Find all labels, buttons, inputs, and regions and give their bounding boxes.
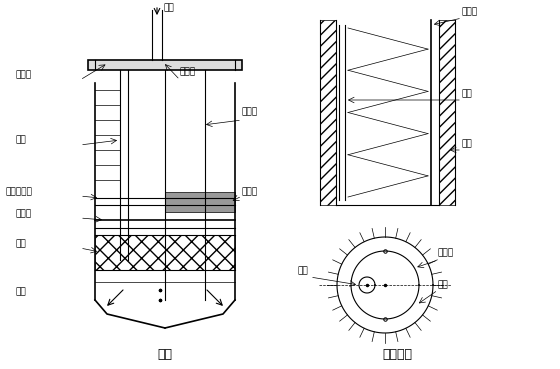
- Text: 传力管: 传力管: [242, 107, 258, 117]
- Text: 注浆管: 注浆管: [180, 68, 196, 76]
- Text: 钢筋笼: 钢筋笼: [438, 248, 454, 258]
- Text: 浆液: 浆液: [15, 287, 26, 297]
- Text: 铅丝防滑环: 铅丝防滑环: [5, 187, 32, 197]
- Bar: [165, 235, 235, 270]
- Bar: [95, 235, 165, 270]
- Text: 反力帽: 反力帽: [15, 70, 31, 79]
- Text: 花管: 花管: [297, 266, 308, 276]
- Bar: [88, 60, 242, 70]
- Text: 装置: 装置: [157, 348, 172, 362]
- Text: 孔眼: 孔眼: [15, 239, 26, 248]
- Text: 止浆塞: 止浆塞: [15, 210, 31, 218]
- Text: 花管: 花管: [462, 90, 473, 99]
- Text: 孔壁: 孔壁: [438, 280, 449, 290]
- Text: 孔内布置: 孔内布置: [382, 348, 413, 362]
- Bar: [320, 20, 336, 205]
- Bar: [165, 192, 235, 212]
- Text: 浆液: 浆液: [164, 3, 175, 13]
- Text: 花管: 花管: [15, 135, 26, 145]
- Bar: [439, 20, 455, 205]
- Text: 孔壁: 孔壁: [462, 139, 473, 148]
- Text: 钢筋笼: 钢筋笼: [462, 7, 478, 17]
- Text: 橡皮箍: 橡皮箍: [242, 187, 258, 197]
